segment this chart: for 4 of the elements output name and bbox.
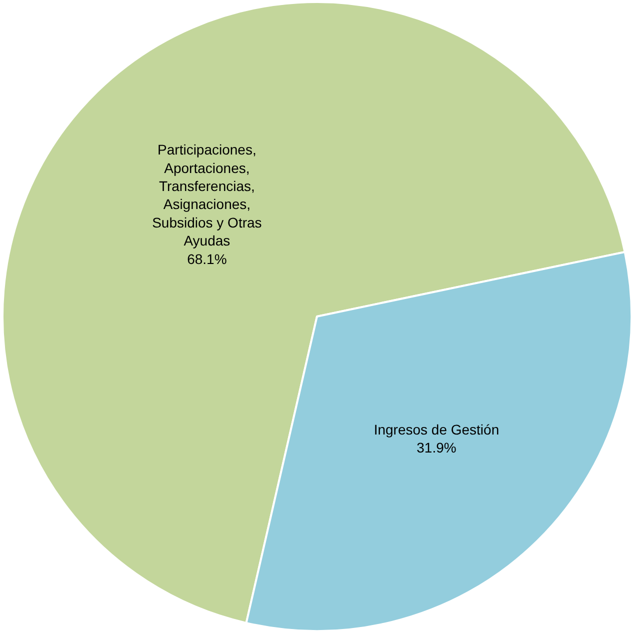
slice-label: Participaciones, Aportaciones, Transferencias, Asignaciones, Subsidios y Otras Ayudas (152, 142, 262, 249)
slice-label: Ingresos de Gestión (374, 421, 500, 438)
data-label: 31.9% (416, 440, 456, 456)
data-label: 68.1% (187, 250, 227, 267)
